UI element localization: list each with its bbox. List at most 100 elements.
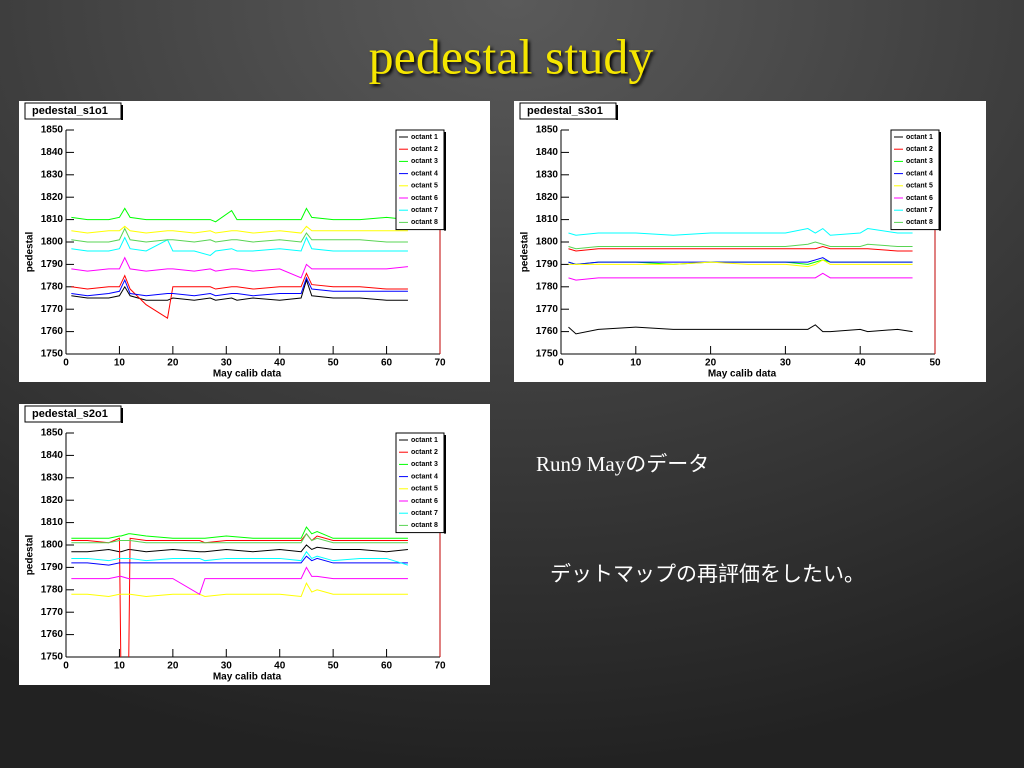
y-tick-label: 1800 xyxy=(536,237,559,248)
y-tick-label: 1800 xyxy=(41,237,64,248)
slide-text: Run9 Mayのデータ xyxy=(536,452,709,476)
legend-label: octant 5 xyxy=(411,486,438,493)
y-tick-label: 1830 xyxy=(536,169,559,180)
x-tick-label: 30 xyxy=(780,358,792,369)
chart-title: pedestal_s1o1 xyxy=(32,105,108,117)
plot-lines xyxy=(71,526,409,657)
x-axis-label: May calib data xyxy=(708,369,777,380)
series-line xyxy=(71,526,408,539)
x-tick-label: 30 xyxy=(221,358,233,369)
legend-label: octant 6 xyxy=(411,195,438,202)
y-tick-label: 1850 xyxy=(41,428,64,439)
legend-label: octant 4 xyxy=(411,170,438,177)
chart-title: pedestal_s3o1 xyxy=(527,105,603,117)
series-line xyxy=(71,532,408,544)
legend-label: octant 2 xyxy=(411,146,438,153)
x-tick-label: 70 xyxy=(434,358,446,369)
plot-lines xyxy=(71,207,408,319)
legend-label: octant 8 xyxy=(411,522,438,529)
y-tick-label: 1850 xyxy=(536,125,559,136)
x-tick-label: 40 xyxy=(274,358,286,369)
y-tick-label: 1840 xyxy=(536,147,559,158)
legend-label: octant 3 xyxy=(411,461,438,468)
series-line xyxy=(71,550,409,566)
y-tick-label: 1830 xyxy=(41,472,64,483)
y-tick-label: 1810 xyxy=(41,517,64,528)
x-tick-label: 10 xyxy=(114,358,126,369)
series-line xyxy=(71,256,408,279)
legend-box xyxy=(890,129,940,231)
y-tick-label: 1840 xyxy=(41,147,64,158)
legend-label: octant 8 xyxy=(411,219,438,226)
x-tick-label: 50 xyxy=(929,358,941,369)
y-tick-label: 1790 xyxy=(41,259,64,270)
series-line xyxy=(71,555,408,566)
x-tick-label: 50 xyxy=(328,358,340,369)
y-tick-label: 1830 xyxy=(41,169,64,180)
y-tick-label: 1750 xyxy=(536,349,559,360)
y-tick-label: 1820 xyxy=(41,192,64,203)
series-line xyxy=(71,581,408,598)
legend-label: octant 3 xyxy=(411,158,438,165)
legend-box xyxy=(395,432,445,534)
y-tick-label: 1760 xyxy=(41,629,64,640)
series-line xyxy=(71,278,408,301)
series-line xyxy=(71,566,408,596)
legend-label: octant 6 xyxy=(906,195,933,202)
legend-label: octant 1 xyxy=(411,437,438,444)
series-line xyxy=(568,257,913,265)
series-line xyxy=(71,227,408,243)
x-tick-label: 0 xyxy=(63,661,69,672)
x-tick-label: 50 xyxy=(328,661,340,672)
legend-box xyxy=(395,129,445,231)
y-tick-label: 1850 xyxy=(41,125,64,136)
legend-label: octant 4 xyxy=(411,473,438,480)
y-tick-label: 1790 xyxy=(536,259,559,270)
y-tick-label: 1760 xyxy=(536,326,559,337)
y-tick-label: 1820 xyxy=(41,495,64,506)
y-tick-label: 1750 xyxy=(41,349,64,360)
x-tick-label: 10 xyxy=(630,358,642,369)
series-line xyxy=(71,544,408,553)
y-tick-label: 1810 xyxy=(536,214,559,225)
x-tick-label: 0 xyxy=(558,358,564,369)
x-tick-label: 60 xyxy=(381,358,393,369)
y-tick-label: 1770 xyxy=(41,304,64,315)
legend-label: octant 4 xyxy=(906,170,933,177)
series-line xyxy=(568,227,913,236)
x-tick-label: 60 xyxy=(381,661,393,672)
series-line xyxy=(568,245,913,252)
y-tick-label: 1810 xyxy=(41,214,64,225)
legend-label: octant 3 xyxy=(906,158,933,165)
x-tick-label: 70 xyxy=(434,661,446,672)
slide-text: デットマップの再評価をしたい。 xyxy=(550,562,865,586)
y-tick-label: 1780 xyxy=(41,281,64,292)
x-tick-label: 40 xyxy=(274,661,286,672)
y-tick-label: 1770 xyxy=(536,304,559,315)
x-tick-label: 20 xyxy=(167,358,179,369)
legend-label: octant 2 xyxy=(906,146,933,153)
series-line xyxy=(71,532,408,657)
y-axis-label: pedestal xyxy=(520,231,531,272)
legend-label: octant 2 xyxy=(411,449,438,456)
series-line xyxy=(568,324,913,335)
y-tick-label: 1840 xyxy=(41,450,64,461)
legend-label: octant 7 xyxy=(906,207,933,214)
y-tick-label: 1790 xyxy=(41,562,64,573)
series-line xyxy=(568,241,913,250)
x-tick-label: 0 xyxy=(63,358,69,369)
y-tick-label: 1750 xyxy=(41,652,64,663)
y-axis-label: pedestal xyxy=(25,231,36,272)
x-tick-label: 20 xyxy=(705,358,717,369)
series-line xyxy=(568,259,913,268)
x-tick-label: 10 xyxy=(114,661,126,672)
series-line xyxy=(71,225,408,234)
legend-label: octant 8 xyxy=(906,219,933,226)
slide-title: pedestal study xyxy=(369,28,654,84)
legend-label: octant 1 xyxy=(411,134,438,141)
y-tick-label: 1760 xyxy=(41,326,64,337)
x-tick-label: 30 xyxy=(221,661,233,672)
y-tick-label: 1820 xyxy=(536,192,559,203)
